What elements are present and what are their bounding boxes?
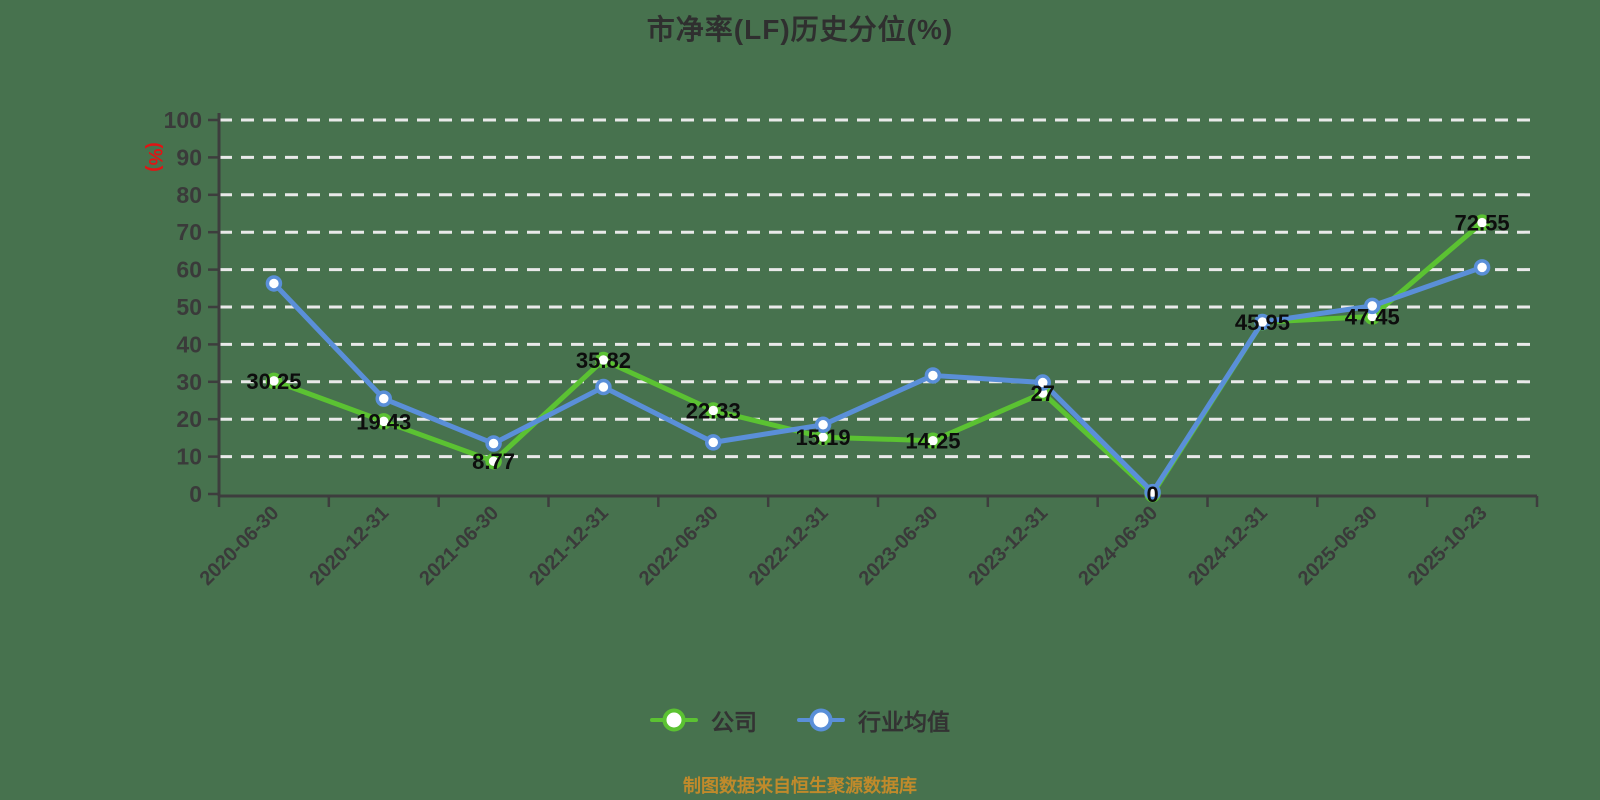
industry-average-data-point-marker[interactable] [1254,313,1271,331]
y-axis-tick-label: 0 [189,481,202,507]
value-label: 8.77 [472,449,515,474]
company-data-point-marker[interactable] [595,351,612,369]
company-data-point-marker[interactable] [485,452,502,470]
x-axis-category-label: 2023-12-31 [964,502,1052,590]
industry-average-data-point-marker[interactable] [814,416,832,434]
industry-average-data-point-marker[interactable] [1364,297,1381,315]
source-note: 制图数据来自恒生聚源数据库 [683,776,917,796]
x-axis-category-label: 2020-12-31 [305,502,393,590]
y-axis-tick-label: 20 [176,406,202,432]
x-axis-category-label: 2022-12-31 [745,502,833,590]
industry-average-line-marker-icon [797,708,845,732]
industry-average-data-point-marker[interactable] [595,378,612,396]
value-label: 0 [1146,482,1158,507]
y-axis-tick-label: 90 [176,144,202,170]
x-axis-category-label: 2022-06-30 [635,502,723,590]
industry-average-data-point-marker[interactable] [1034,374,1051,391]
legend-item-industry-average[interactable]: 行业均值 [797,703,950,737]
company-data-point-marker[interactable] [705,402,722,419]
x-axis-category-label: 2024-06-30 [1074,502,1162,590]
value-label: 22.33 [686,398,741,423]
legend: 公司 行业均值 [650,703,950,737]
x-axis-category-label: 2024-12-31 [1184,502,1272,590]
company-series-line [271,220,1485,497]
value-label: 72.55 [1455,211,1510,236]
y-axis-tick-label: 70 [176,219,202,245]
x-axis-category-label: 2021-12-31 [525,502,613,590]
industry-average-data-point-marker[interactable] [705,434,722,451]
value-label: 15.19 [796,425,851,450]
company-line-marker-icon [650,708,698,732]
company-data-point-marker[interactable] [1473,214,1491,231]
x-axis-category-label: 2021-06-30 [415,502,503,590]
value-label: 35.82 [576,348,631,373]
value-label: 14.25 [905,429,960,454]
y-axis-tick-label: 60 [176,257,202,283]
legend-label-industry-average: 行业均值 [858,709,950,735]
x-axis-category-label: 2025-10-23 [1404,502,1492,590]
value-label: 45.95 [1235,310,1290,335]
industry-average-data-point-marker[interactable] [1144,483,1161,501]
value-label: 47.45 [1345,305,1400,330]
y-axis-tick-label: 30 [176,369,202,395]
y-axis-tick-label: 40 [176,331,202,357]
industry-average-data-point-marker[interactable] [375,390,392,407]
y-axis-tick-label: 50 [176,294,202,320]
company-data-point-marker[interactable] [375,413,392,430]
industry-average-data-point-marker[interactable] [485,435,502,452]
legend-label-company: 公司 [711,709,757,735]
industry-average-data-point-marker[interactable] [265,275,283,292]
x-axis-category-label: 2020-06-30 [196,502,284,590]
legend-item-company[interactable]: 公司 [650,703,757,737]
company-data-point-marker[interactable] [265,372,283,390]
x-axis-category-label: 2023-06-30 [855,502,943,590]
y-axis-tick-label: 80 [176,182,202,208]
company-data-point-marker[interactable] [924,432,942,449]
value-label: 19.43 [356,409,411,434]
y-axis-tick-label: 10 [176,444,202,470]
value-label: 30.25 [246,369,301,394]
x-axis-category-label: 2025-06-30 [1294,502,1382,590]
value-label: 27 [1031,381,1055,406]
industry-average-data-point-marker[interactable] [1473,259,1491,276]
industry-average-series-line [271,264,1485,495]
industry-average-data-point-marker[interactable] [924,367,942,384]
y-axis-tick-label: 100 [164,107,202,133]
chart-title: 市净率(LF)历史分位(%) [646,14,954,45]
